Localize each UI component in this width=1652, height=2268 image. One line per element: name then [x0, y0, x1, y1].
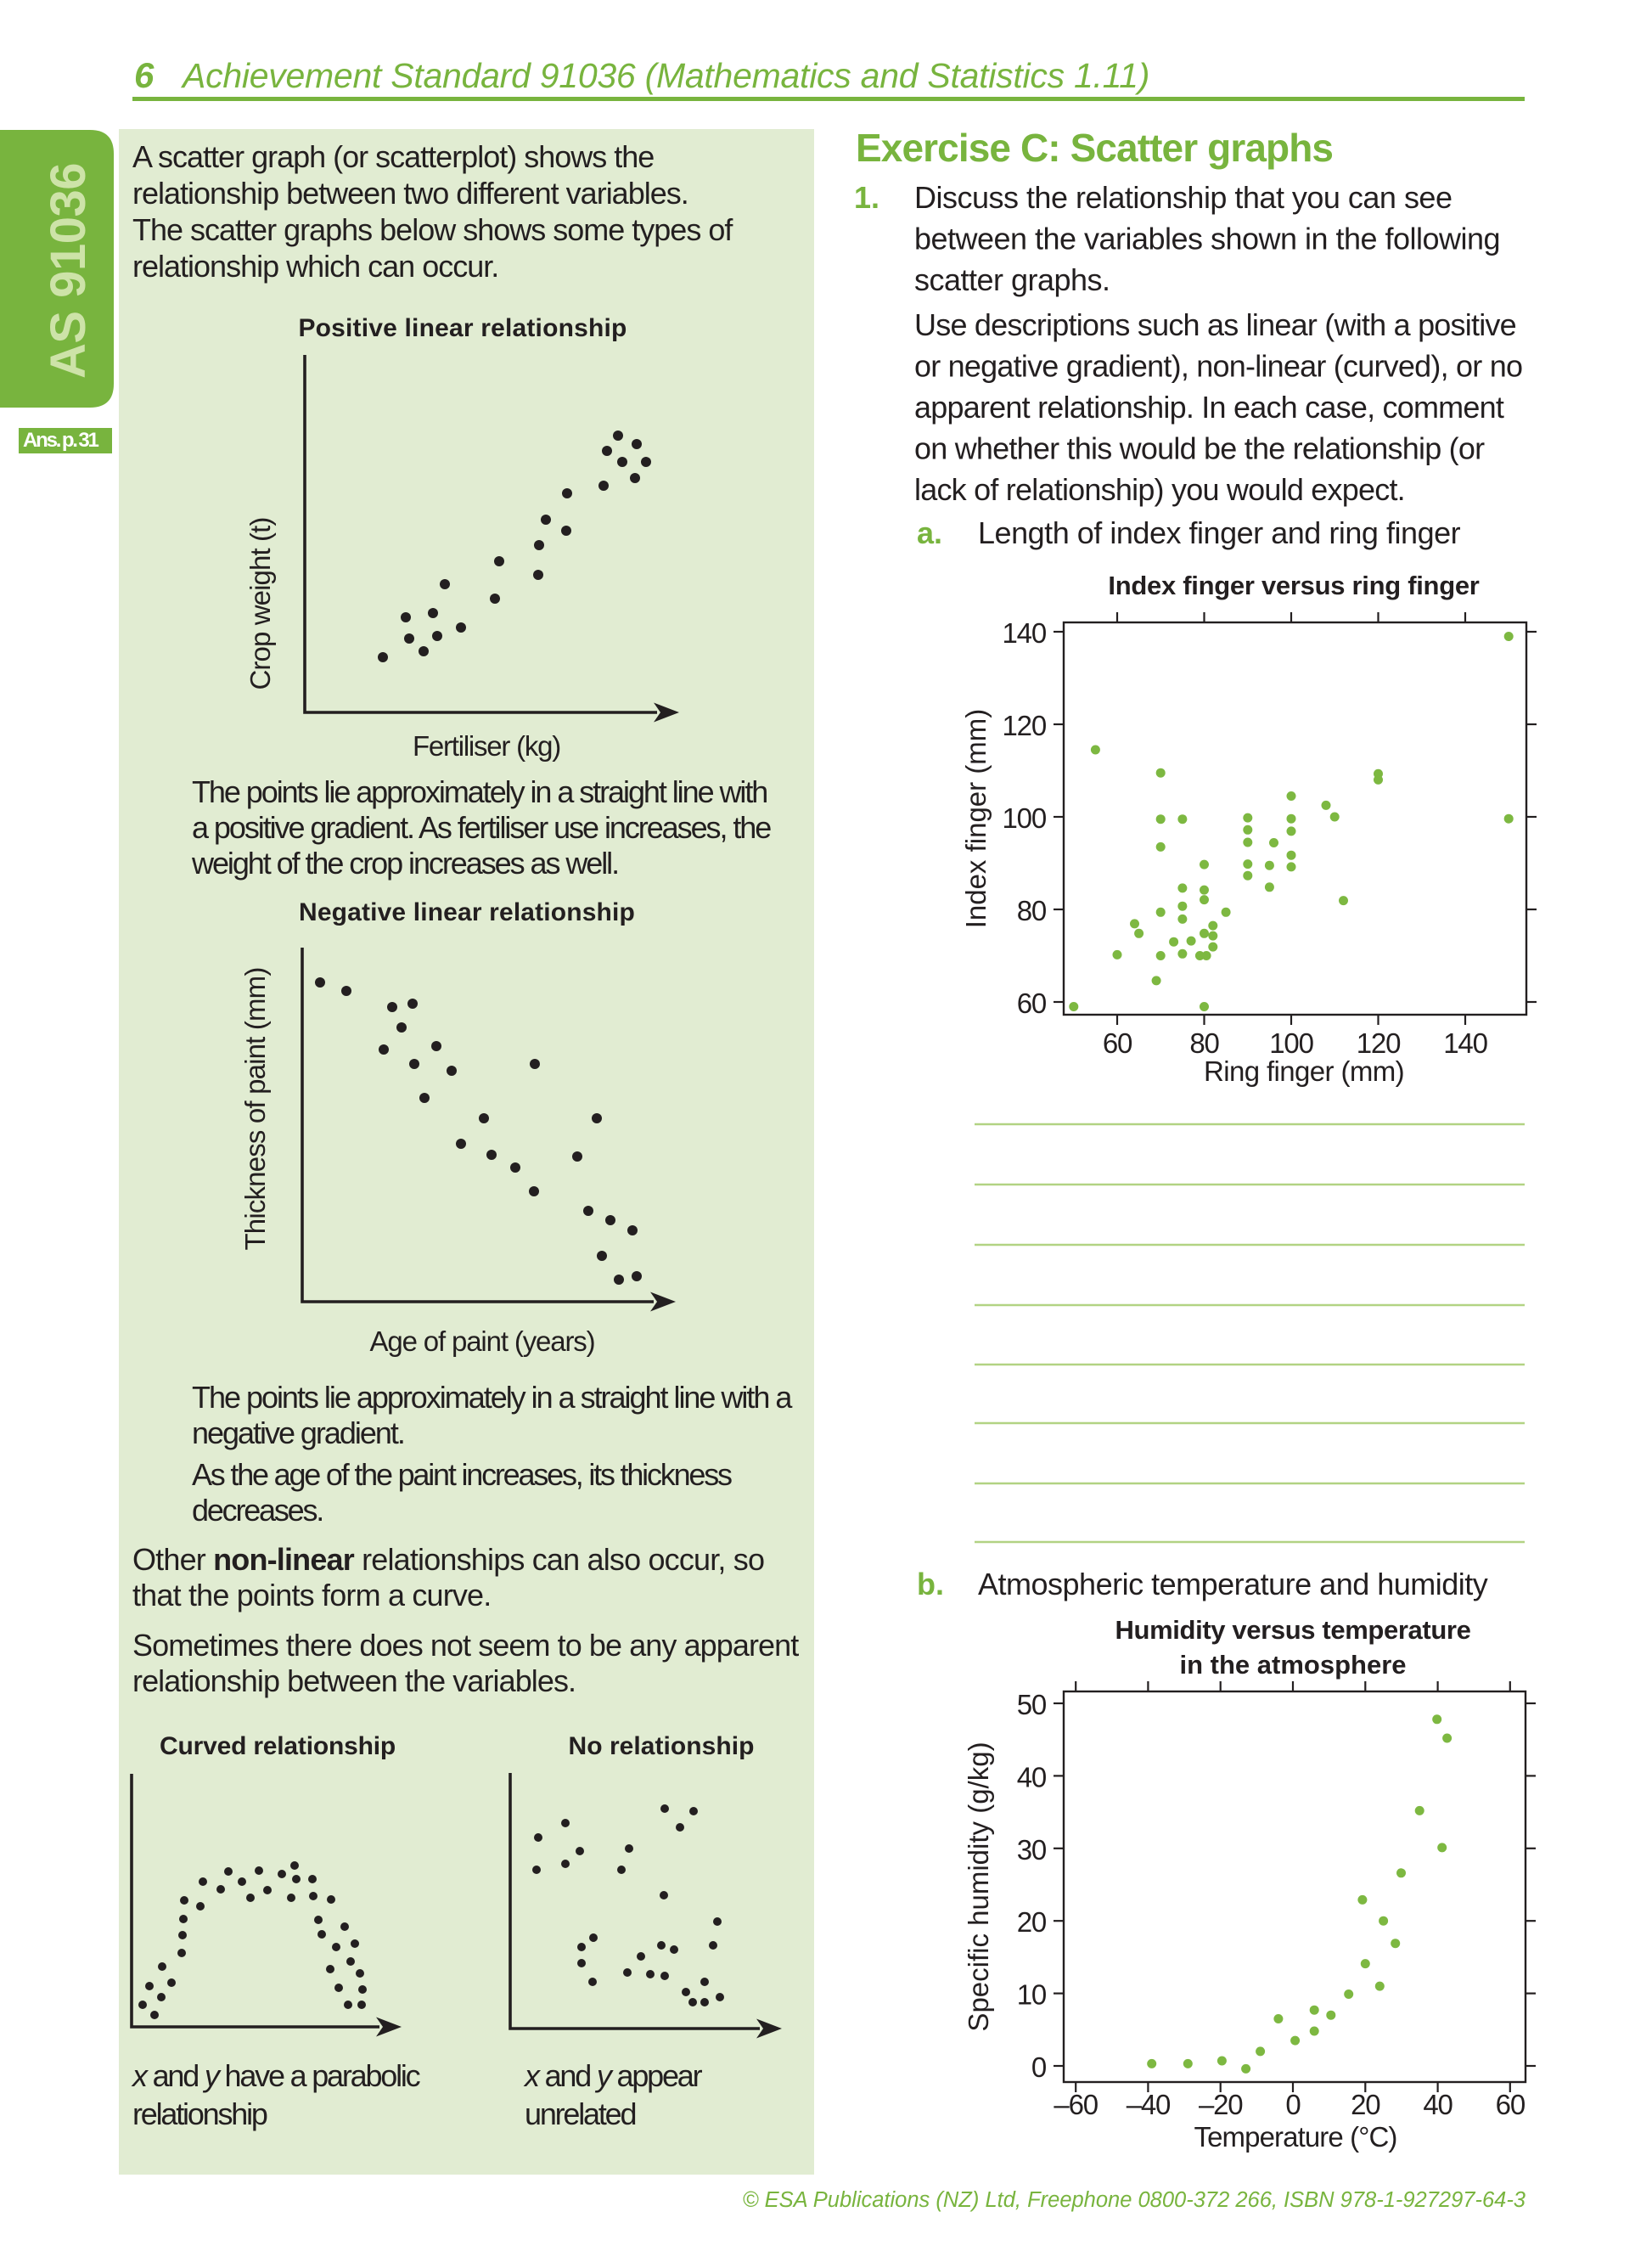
svg-text:1.: 1. [854, 180, 879, 215]
svg-text:Ans. p. 31: Ans. p. 31 [23, 429, 98, 452]
svg-text:80: 80 [1017, 895, 1047, 926]
svg-text:Use descriptions such as linea: Use descriptions such as linear (with a … [914, 307, 1516, 342]
svg-text:–60: –60 [1054, 2089, 1098, 2120]
svg-text:140: 140 [1003, 617, 1047, 649]
svg-text:Index finger versus ring finge: Index finger versus ring finger [1108, 571, 1479, 600]
svg-text:negative gradient.: negative gradient. [192, 1415, 404, 1450]
svg-text:Other non-linear relationships: Other non-linear relationships can also … [132, 1542, 764, 1577]
svg-text:Curved relationship: Curved relationship [160, 1732, 396, 1760]
svg-text:b.: b. [917, 1567, 944, 1601]
svg-text:10: 10 [1017, 1979, 1047, 2011]
svg-text:on whether this would be the r: on whether this would be the relationshi… [914, 431, 1485, 466]
svg-text:relationship between the varia: relationship between the variables. [132, 1663, 576, 1698]
svg-text:Exercise C: Scatter graphs: Exercise C: Scatter graphs [856, 126, 1333, 170]
svg-text:20: 20 [1017, 1906, 1047, 1938]
svg-text:140: 140 [1443, 1027, 1487, 1059]
svg-text:a.: a. [917, 515, 942, 550]
svg-text:Age of paint (years): Age of paint (years) [370, 1325, 595, 1357]
svg-text:60: 60 [1496, 2089, 1526, 2120]
svg-text:AS 91036: AS 91036 [41, 163, 96, 379]
svg-text:0: 0 [1285, 2089, 1301, 2120]
svg-text:Temperature (°C): Temperature (°C) [1194, 2121, 1396, 2153]
svg-text:30: 30 [1017, 1834, 1047, 1866]
svg-text:between the variables shown in: between the variables shown in the follo… [914, 222, 1500, 256]
svg-text:Humidity versus temperature: Humidity versus temperature [1115, 1615, 1471, 1645]
svg-text:120: 120 [1357, 1027, 1401, 1059]
svg-text:The points lie approximately i: The points lie approximately in a straig… [192, 774, 767, 809]
svg-text:Fertiliser (kg): Fertiliser (kg) [413, 730, 560, 762]
svg-text:scatter graphs.: scatter graphs. [914, 262, 1110, 297]
svg-text:Length of index finger and rin: Length of index finger and ring finger [978, 515, 1461, 550]
svg-text:The scatter graphs below shows: The scatter graphs below shows some type… [132, 212, 733, 247]
svg-text:Index finger (mm): Index finger (mm) [960, 709, 992, 929]
svg-text:Atmospheric temperature and hu: Atmospheric temperature and humidity [978, 1567, 1488, 1601]
svg-text:Thickness of paint (mm): Thickness of paint (mm) [239, 967, 271, 1250]
svg-text:unrelated: unrelated [525, 2096, 635, 2131]
svg-text:The points lie approximately i: The points lie approximately in a straig… [192, 1380, 793, 1415]
svg-text:Negative linear relationship: Negative linear relationship [299, 898, 635, 926]
svg-text:that the points form a curve.: that the points form a curve. [132, 1578, 491, 1612]
svg-text:40: 40 [1423, 2089, 1453, 2120]
svg-text:–40: –40 [1127, 2089, 1171, 2120]
svg-text:50: 50 [1017, 1689, 1047, 1720]
svg-text:As the age of the paint increa: As the age of the paint increases, its t… [192, 1457, 732, 1492]
svg-text:a positive gradient. As fertil: a positive gradient. As fertiliser use i… [192, 810, 771, 845]
svg-text:Specific humidity (g/kg): Specific humidity (g/kg) [963, 1742, 994, 2031]
svg-text:or negative gradient), non-lin: or negative gradient), non-linear (curve… [914, 349, 1522, 384]
svg-text:x and y have a parabolic: x and y have a parabolic [131, 2058, 421, 2093]
svg-text:relationship between two diffe: relationship between two different varia… [132, 176, 688, 211]
svg-text:60: 60 [1103, 1027, 1132, 1059]
svg-text:relationship which can occur.: relationship which can occur. [132, 249, 498, 284]
svg-text:0: 0 [1031, 2051, 1047, 2083]
svg-text:Crop weight (t): Crop weight (t) [244, 517, 276, 689]
svg-text:6: 6 [134, 55, 155, 95]
svg-text:40: 40 [1017, 1761, 1047, 1792]
svg-text:x and y appear: x and y appear [523, 2058, 703, 2093]
svg-text:Discuss the relationship that: Discuss the relationship that you can se… [914, 180, 1452, 215]
svg-text:Positive linear relationship: Positive linear relationship [298, 314, 627, 342]
svg-text:60: 60 [1017, 988, 1047, 1019]
svg-text:relationship: relationship [132, 2096, 267, 2131]
svg-text:–20: –20 [1199, 2089, 1243, 2120]
svg-text:20: 20 [1351, 2089, 1380, 2120]
svg-text:80: 80 [1189, 1027, 1219, 1059]
svg-text:Sometimes there does not seem: Sometimes there does not seem to be any … [132, 1628, 799, 1663]
svg-text:weight of the crop increases a: weight of the crop increases as well. [191, 846, 618, 881]
svg-text:No relationship: No relationship [569, 1732, 755, 1760]
svg-text:100: 100 [1003, 802, 1047, 834]
svg-text:lack of relationship) you woul: lack of relationship) you would expect. [914, 472, 1405, 507]
svg-text:apparent relationship. In each: apparent relationship. In each case, com… [914, 390, 1504, 425]
svg-text:© ESA Publications (NZ) Ltd, F: © ESA Publications (NZ) Ltd, Freephone 0… [743, 2188, 1526, 2212]
svg-text:in the atmosphere: in the atmosphere [1180, 1650, 1407, 1680]
svg-text:decreases.: decreases. [192, 1493, 323, 1528]
svg-text:Ring finger (mm): Ring finger (mm) [1204, 1055, 1404, 1087]
svg-text:A scatter graph (or scatterplo: A scatter graph (or scatterplot) shows t… [132, 139, 654, 174]
svg-text:120: 120 [1003, 710, 1047, 741]
svg-text:Achievement Standard 91036 (Ma: Achievement Standard 91036 (Mathematics … [180, 56, 1149, 95]
svg-text:100: 100 [1269, 1027, 1313, 1059]
